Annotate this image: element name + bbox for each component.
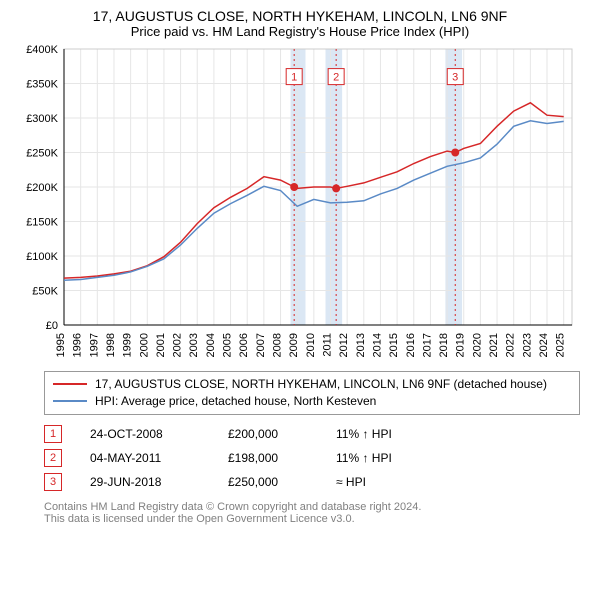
legend-item: HPI: Average price, detached house, Nort… [53,393,571,410]
svg-text:£100K: £100K [26,251,58,263]
svg-text:2000: 2000 [138,333,150,357]
svg-text:2007: 2007 [255,333,267,357]
svg-text:2012: 2012 [338,333,350,357]
svg-text:2018: 2018 [438,333,450,357]
chart-plot: £0 £50K £100K £150K £200K £250K £300K £350K £400… [20,43,580,363]
svg-text:2010: 2010 [305,333,317,357]
annotation-date: 24-OCT-2008 [90,427,200,441]
annotation-date: 29-JUN-2018 [90,475,200,489]
svg-text:2004: 2004 [205,333,217,357]
svg-text:1998: 1998 [105,333,117,357]
svg-text:2001: 2001 [155,333,167,357]
annotation-row: 1 24-OCT-2008 £200,000 11% ↑ HPI [44,425,580,443]
svg-text:3: 3 [452,72,458,84]
annotation-price: £198,000 [228,451,308,465]
annotation-date: 04-MAY-2011 [90,451,200,465]
svg-text:£400K: £400K [26,44,58,56]
svg-text:2003: 2003 [188,333,200,357]
svg-text:£300K: £300K [26,113,58,125]
svg-text:2024: 2024 [538,333,550,357]
svg-text:2009: 2009 [288,333,300,357]
annotation-row: 3 29-JUN-2018 £250,000 ≈ HPI [44,473,580,491]
svg-text:1997: 1997 [88,333,100,357]
annotation-comparison: 11% ↑ HPI [336,451,392,465]
legend: 17, AUGUSTUS CLOSE, NORTH HYKEHAM, LINCO… [44,371,580,415]
svg-text:£150K: £150K [26,217,58,229]
svg-text:2008: 2008 [272,333,284,357]
annotation-comparison: 11% ↑ HPI [336,427,392,441]
svg-text:2023: 2023 [521,333,533,357]
svg-text:£200K: £200K [26,182,58,194]
legend-label: 17, AUGUSTUS CLOSE, NORTH HYKEHAM, LINCO… [95,376,547,393]
legend-label: HPI: Average price, detached house, Nort… [95,393,376,410]
title-block: 17, AUGUSTUS CLOSE, NORTH HYKEHAM, LINCO… [0,0,600,43]
svg-text:2005: 2005 [222,333,234,357]
footer-line-2: This data is licensed under the Open Gov… [44,513,580,525]
svg-text:2025: 2025 [555,333,567,357]
svg-text:2019: 2019 [455,333,467,357]
annotation-price: £200,000 [228,427,308,441]
legend-swatch [53,400,87,402]
svg-text:£350K: £350K [26,79,58,91]
annotation-badge: 3 [44,473,62,491]
svg-text:2011: 2011 [321,333,333,357]
svg-text:2022: 2022 [505,333,517,357]
svg-text:1995: 1995 [55,333,67,357]
svg-text:£250K: £250K [26,148,58,160]
svg-text:2020: 2020 [471,333,483,357]
svg-text:1996: 1996 [72,333,84,357]
svg-text:£50K: £50K [32,286,58,298]
svg-text:2017: 2017 [421,333,433,357]
annotation-table: 1 24-OCT-2008 £200,000 11% ↑ HPI 2 04-MAY-201… [44,425,580,491]
legend-swatch [53,383,87,385]
annotation-badge: 2 [44,449,62,467]
footer-line-1: Contains HM Land Registry data © Crown c… [44,501,580,513]
svg-text:2014: 2014 [371,333,383,357]
footer-attribution: Contains HM Land Registry data © Crown c… [44,501,580,525]
chart-container: 17, AUGUSTUS CLOSE, NORTH HYKEHAM, LINCO… [0,0,600,525]
svg-text:2013: 2013 [355,333,367,357]
svg-text:2015: 2015 [388,333,400,357]
svg-text:1999: 1999 [122,333,134,357]
svg-text:1: 1 [291,72,297,84]
svg-text:£0: £0 [46,320,58,332]
svg-text:2002: 2002 [172,333,184,357]
svg-text:2: 2 [333,72,339,84]
legend-item: 17, AUGUSTUS CLOSE, NORTH HYKEHAM, LINCO… [53,376,571,393]
svg-text:2016: 2016 [405,333,417,357]
title-line-2: Price paid vs. HM Land Registry's House … [0,24,600,39]
svg-text:2006: 2006 [238,333,250,357]
annotation-row: 2 04-MAY-2011 £198,000 11% ↑ HPI [44,449,580,467]
svg-text:2021: 2021 [488,333,500,357]
annotation-price: £250,000 [228,475,308,489]
annotation-badge: 1 [44,425,62,443]
title-line-1: 17, AUGUSTUS CLOSE, NORTH HYKEHAM, LINCO… [0,8,600,24]
annotation-comparison: ≈ HPI [336,475,366,489]
